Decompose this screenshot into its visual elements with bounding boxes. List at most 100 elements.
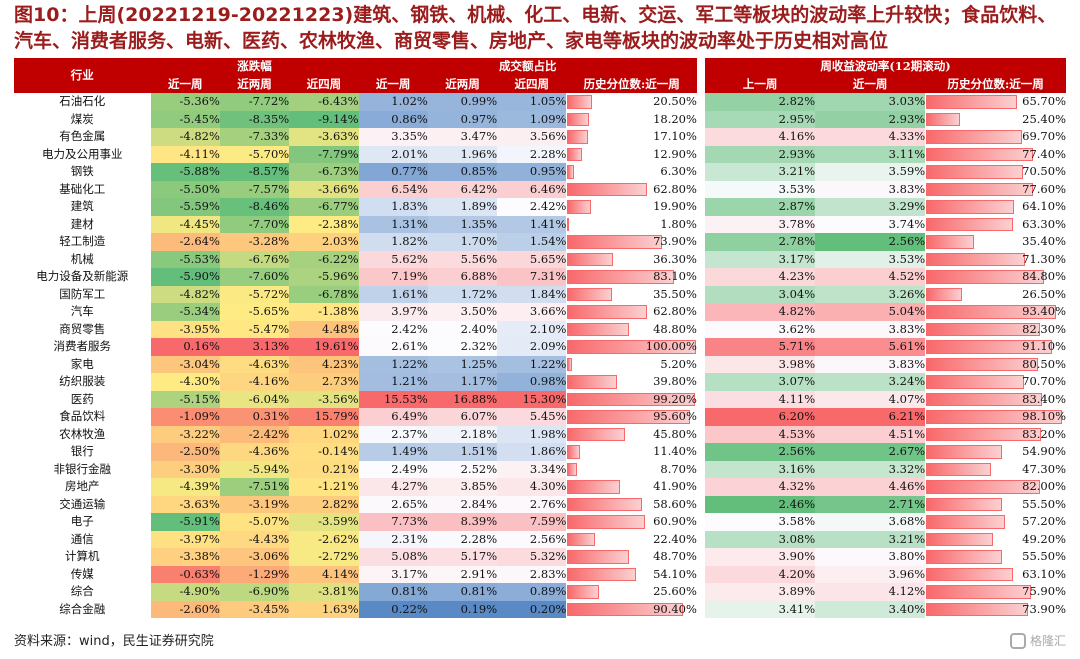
turnover-cell: 2.31% bbox=[358, 530, 428, 548]
table-row: 综合 -4.90% -6.90% -3.81% 0.81% 0.81% 0.89% 25.60… bbox=[14, 583, 1066, 601]
spacer-cell bbox=[697, 356, 705, 374]
percentile-value: 36.30% bbox=[653, 251, 697, 266]
change-cell: -5.50% bbox=[150, 180, 220, 198]
industry-name: 纺织服装 bbox=[59, 374, 106, 389]
percentile-bar bbox=[926, 357, 1038, 371]
spacer-cell bbox=[697, 601, 705, 619]
change-cell: -2.62% bbox=[289, 530, 359, 548]
percentile-bar bbox=[567, 235, 662, 249]
percentile-value: 17.10% bbox=[653, 129, 697, 144]
spacer-cell bbox=[697, 566, 705, 584]
turnover-cell: 2.42% bbox=[358, 320, 428, 338]
percentile-value: 20.50% bbox=[653, 94, 697, 109]
change-cell: -6.76% bbox=[219, 250, 290, 268]
percentile-bar bbox=[567, 305, 648, 319]
percentile-value: 60.90% bbox=[653, 514, 697, 529]
change-cell: -1.09% bbox=[150, 408, 220, 426]
change-cell: -0.63% bbox=[150, 565, 220, 583]
table-row: 非银行金融 -3.30% -5.94% 0.21% 2.49% 2.52% 3.34% 8.7… bbox=[14, 460, 1066, 479]
industry-name: 消费者服务 bbox=[53, 339, 112, 354]
volatility-cell: 2.56% bbox=[815, 233, 926, 251]
turnover-cell: 2.65% bbox=[358, 495, 428, 513]
percentile-cell: 90.40% bbox=[566, 601, 697, 619]
percentile-value: 18.20% bbox=[653, 111, 697, 126]
change-cell: -4.82% bbox=[150, 128, 220, 146]
percentile-value: 84.80% bbox=[1022, 269, 1066, 284]
volatility-cell: 3.16% bbox=[705, 460, 816, 478]
volatility-cell: 3.53% bbox=[815, 250, 926, 268]
turnover-cell: 1.96% bbox=[427, 145, 498, 163]
percentile-cell: 62.80% bbox=[566, 303, 697, 321]
percentile-bar bbox=[567, 392, 695, 406]
change-cell: -5.94% bbox=[219, 460, 290, 478]
industry-name: 综合金融 bbox=[59, 601, 106, 616]
volatility-cell: 3.29% bbox=[815, 198, 926, 216]
volatility-cell: 3.68% bbox=[815, 513, 926, 531]
industry-name: 汽车 bbox=[70, 304, 94, 319]
turnover-cell: 2.40% bbox=[427, 320, 498, 338]
volatility-cell: 4.51% bbox=[815, 425, 926, 443]
percentile-value: 82.30% bbox=[1022, 321, 1066, 336]
table-row: 有色金属 -4.82% -7.33% -3.63% 3.35% 3.47% 3.56% 17.… bbox=[14, 128, 1066, 146]
volatility-cell: 4.33% bbox=[815, 128, 926, 146]
change-cell: -6.04% bbox=[219, 390, 290, 408]
volatility-cell: 4.11% bbox=[705, 390, 816, 408]
turnover-cell: 0.77% bbox=[358, 163, 428, 181]
change-cell: -3.81% bbox=[289, 583, 359, 601]
change-cell: 15.79% bbox=[289, 408, 359, 426]
turnover-cell: 1.05% bbox=[497, 93, 567, 111]
percentile-bar bbox=[926, 462, 991, 476]
percentile-cell: 25.40% bbox=[925, 111, 1066, 129]
volatility-cell: 4.12% bbox=[815, 583, 926, 601]
change-cell: -6.78% bbox=[289, 285, 359, 303]
table-row: 交通运输 -3.63% -3.19% 2.82% 2.65% 2.84% 2.76% 58.6… bbox=[14, 495, 1066, 513]
change-cell: -6.43% bbox=[289, 93, 359, 111]
percentile-cell: 48.70% bbox=[566, 548, 697, 566]
header-col: 近一周 bbox=[150, 75, 220, 93]
percentile-cell: 8.70% bbox=[566, 461, 697, 479]
turnover-cell: 3.47% bbox=[427, 128, 498, 146]
change-cell: -3.56% bbox=[289, 390, 359, 408]
percentile-bar bbox=[926, 567, 1014, 581]
percentile-cell: 82.30% bbox=[925, 321, 1066, 339]
percentile-value: 12.90% bbox=[653, 146, 697, 161]
change-cell: -4.90% bbox=[150, 583, 220, 601]
percentile-cell: 41.90% bbox=[566, 478, 697, 496]
percentile-value: 41.90% bbox=[653, 479, 697, 494]
turnover-cell: 0.95% bbox=[497, 163, 567, 181]
percentile-bar bbox=[926, 200, 1015, 214]
turnover-cell: 1.61% bbox=[358, 285, 428, 303]
percentile-value: 63.30% bbox=[1022, 216, 1066, 231]
percentile-cell: 73.90% bbox=[925, 601, 1066, 619]
industry-name: 医药 bbox=[70, 391, 94, 406]
change-cell: -4.82% bbox=[150, 285, 220, 303]
change-cell: 4.23% bbox=[289, 355, 359, 373]
turnover-cell: 2.84% bbox=[427, 495, 498, 513]
turnover-cell: 7.73% bbox=[358, 513, 428, 531]
percentile-cell: 55.50% bbox=[925, 548, 1066, 566]
percentile-value: 19.90% bbox=[653, 199, 697, 214]
turnover-cell: 3.35% bbox=[358, 128, 428, 146]
spacer-cell bbox=[697, 181, 705, 199]
spacer-cell bbox=[697, 93, 705, 111]
percentile-value: 45.80% bbox=[653, 426, 697, 441]
percentile-bar bbox=[567, 322, 630, 336]
table-row: 钢铁 -5.88% -8.57% -6.73% 0.77% 0.85% 0.95% 6.30%… bbox=[14, 163, 1066, 181]
turnover-cell: 6.42% bbox=[427, 180, 498, 198]
change-cell: -4.43% bbox=[219, 530, 290, 548]
percentile-cell: 17.10% bbox=[566, 128, 697, 146]
turnover-cell: 2.83% bbox=[497, 565, 567, 583]
turnover-cell: 6.49% bbox=[358, 408, 428, 426]
percentile-value: 47.30% bbox=[1022, 461, 1066, 476]
table-row: 建筑 -5.59% -8.46% -6.77% 1.83% 1.89% 2.42% 19.90… bbox=[14, 198, 1066, 216]
change-cell: -3.19% bbox=[219, 495, 290, 513]
turnover-cell: 4.27% bbox=[358, 478, 428, 496]
change-cell: -5.59% bbox=[150, 198, 220, 216]
change-cell: -3.63% bbox=[150, 495, 220, 513]
percentile-bar bbox=[567, 427, 626, 441]
turnover-cell: 8.39% bbox=[427, 513, 498, 531]
percentile-value: 93.40% bbox=[1022, 304, 1066, 319]
turnover-cell: 0.81% bbox=[427, 583, 498, 601]
industry-name: 石油石化 bbox=[59, 94, 106, 109]
table-row: 计算机 -3.38% -3.06% -2.72% 5.08% 5.17% 5.32% 48.7… bbox=[14, 548, 1066, 566]
